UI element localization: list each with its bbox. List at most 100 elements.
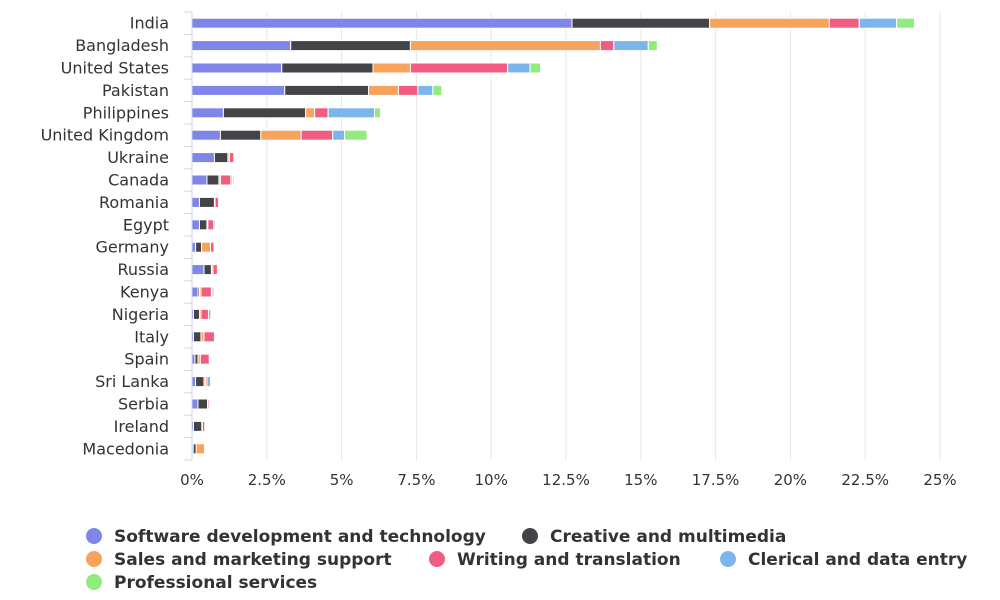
bar-segment-professional-services — [210, 376, 212, 388]
bar-segment-writing-and-translation — [397, 84, 419, 96]
bar-segment-software-development-and-technology — [191, 376, 197, 388]
legend-marker-writing-and-translation[interactable] — [429, 551, 445, 567]
bar-segment-professional-services — [217, 264, 220, 276]
legend: Software development and technology Creat… — [86, 527, 967, 593]
bar-segment-sales-and-marketing-support — [305, 107, 316, 119]
bar-segment-professional-services — [344, 129, 368, 141]
bar-segment-software-development-and-technology — [191, 40, 292, 52]
legend-label-professional-services[interactable]: Professional services — [114, 573, 317, 593]
legend-label-writing-and-translation[interactable]: Writing and translation — [457, 550, 681, 570]
bar-segment-writing-and-translation — [314, 107, 329, 119]
bar-segment-software-development-and-technology — [191, 174, 208, 186]
bar-segment-clerical-and-data-entry — [507, 62, 531, 74]
bar-segment-software-development-and-technology — [191, 264, 205, 276]
x-tick-label: 15% — [624, 471, 657, 489]
bar-segment-creative-and-multimedia — [192, 420, 203, 432]
x-tick-label: 2.5% — [248, 471, 286, 489]
bar-segment-professional-services — [374, 107, 381, 119]
bar-segment-creative-and-multimedia — [219, 129, 262, 141]
category-label: Canada — [108, 171, 169, 190]
axes: 0% 2.5% 5% 7.5% 10% 12.5% 15% 17.5% 20% 22.5% 25% I… — [41, 11, 957, 489]
category-label: United Kingdom — [41, 126, 169, 145]
legend-marker-sales-and-marketing-support[interactable] — [86, 551, 102, 567]
bar-segment-clerical-and-data-entry — [332, 129, 346, 141]
bar-segment-creative-and-multimedia — [284, 84, 370, 96]
legend-marker-clerical-and-data-entry[interactable] — [720, 551, 736, 567]
bar-segment-creative-and-multimedia — [198, 196, 215, 208]
category-label: Nigeria — [112, 305, 169, 324]
x-tick-label: 0% — [180, 471, 204, 489]
category-label: Philippines — [83, 103, 169, 122]
bar-segment-writing-and-translation — [300, 129, 334, 141]
category-label: Pakistan — [102, 81, 169, 100]
bar-segment-creative-and-multimedia — [213, 152, 229, 164]
category-label: Sri Lanka — [95, 372, 169, 391]
bar-segment-software-development-and-technology — [191, 398, 199, 410]
bar-segment-professional-services — [214, 219, 217, 231]
category-label: Russia — [118, 260, 169, 279]
bar-segment-writing-and-translation — [203, 331, 215, 343]
legend-label-software-development-and-technology[interactable]: Software development and technology — [114, 527, 486, 547]
category-label: United States — [61, 59, 169, 78]
bar-segment-creative-and-multimedia — [197, 398, 209, 410]
x-tick-label: 17.5% — [692, 471, 740, 489]
bar-segment-clerical-and-data-entry — [327, 107, 376, 119]
bar-segment-software-development-and-technology — [191, 129, 221, 141]
gridlines — [266, 12, 941, 460]
x-tick-label: 20% — [774, 471, 807, 489]
bar-segment-writing-and-translation — [409, 62, 509, 74]
legend-label-creative-and-multimedia[interactable]: Creative and multimedia — [550, 527, 786, 547]
bar-segment-sales-and-marketing-support — [195, 443, 206, 455]
bar-segment-sales-and-marketing-support — [368, 84, 399, 96]
bar-segment-sales-and-marketing-support — [372, 62, 411, 74]
bar-segment-professional-services — [210, 398, 212, 410]
x-tick-label: 5% — [330, 471, 354, 489]
bar-segment-software-development-and-technology — [191, 286, 199, 298]
bar-segment-creative-and-multimedia — [571, 17, 711, 29]
x-tick-label: 25% — [923, 471, 956, 489]
bar-segment-professional-services — [218, 196, 221, 208]
legend-marker-software-development-and-technology[interactable] — [86, 528, 102, 544]
legend-label-sales-and-marketing-support[interactable]: Sales and marketing support — [114, 550, 392, 570]
bar-segment-professional-services — [896, 17, 916, 29]
bar-segment-creative-and-multimedia — [192, 331, 202, 343]
category-label: Spain — [124, 350, 169, 369]
bar-segment-writing-and-translation — [210, 241, 215, 253]
bar-segment-professional-services — [647, 40, 658, 52]
bar-segment-professional-services — [209, 353, 212, 365]
legend-marker-professional-services[interactable] — [86, 574, 102, 590]
bar-segment-creative-and-multimedia — [206, 174, 220, 186]
bar-segment-creative-and-multimedia — [290, 40, 411, 52]
category-label: Italy — [134, 327, 169, 346]
category-label: Bangladesh — [75, 36, 169, 55]
bar-segment-professional-services — [233, 152, 235, 164]
category-label: Ireland — [114, 417, 169, 436]
bar-segment-professional-services — [212, 286, 215, 298]
bar-segment-writing-and-translation — [599, 40, 615, 52]
bar-segment-creative-and-multimedia — [222, 107, 307, 119]
bars — [191, 17, 916, 455]
bar-segment-creative-and-multimedia — [195, 376, 205, 388]
legend-label-clerical-and-data-entry[interactable]: Clerical and data entry — [748, 550, 967, 570]
bar-segment-writing-and-translation — [228, 152, 235, 164]
bar-segment-creative-and-multimedia — [192, 308, 200, 320]
bar-segment-software-development-and-technology — [191, 62, 283, 74]
category-label: Ukraine — [107, 148, 169, 167]
bar-segment-software-development-and-technology — [191, 152, 215, 164]
category-label: Macedonia — [82, 439, 169, 458]
bar-segment-software-development-and-technology — [191, 219, 200, 231]
bar-segment-sales-and-marketing-support — [709, 17, 830, 29]
bar-segment-software-development-and-technology — [191, 196, 200, 208]
bar-segment-professional-services — [529, 62, 542, 74]
bar-segment-clerical-and-data-entry — [206, 376, 212, 388]
bar-segment-writing-and-translation — [219, 174, 232, 186]
bar-segment-clerical-and-data-entry — [858, 17, 898, 29]
bar-segment-professional-services — [214, 241, 217, 253]
bar-segment-writing-and-translation — [199, 353, 210, 365]
legend-marker-creative-and-multimedia[interactable] — [522, 528, 538, 544]
bar-segment-sales-and-marketing-support — [201, 241, 212, 253]
bar-segment-writing-and-translation — [214, 196, 220, 208]
bar-segment-software-development-and-technology — [191, 84, 286, 96]
